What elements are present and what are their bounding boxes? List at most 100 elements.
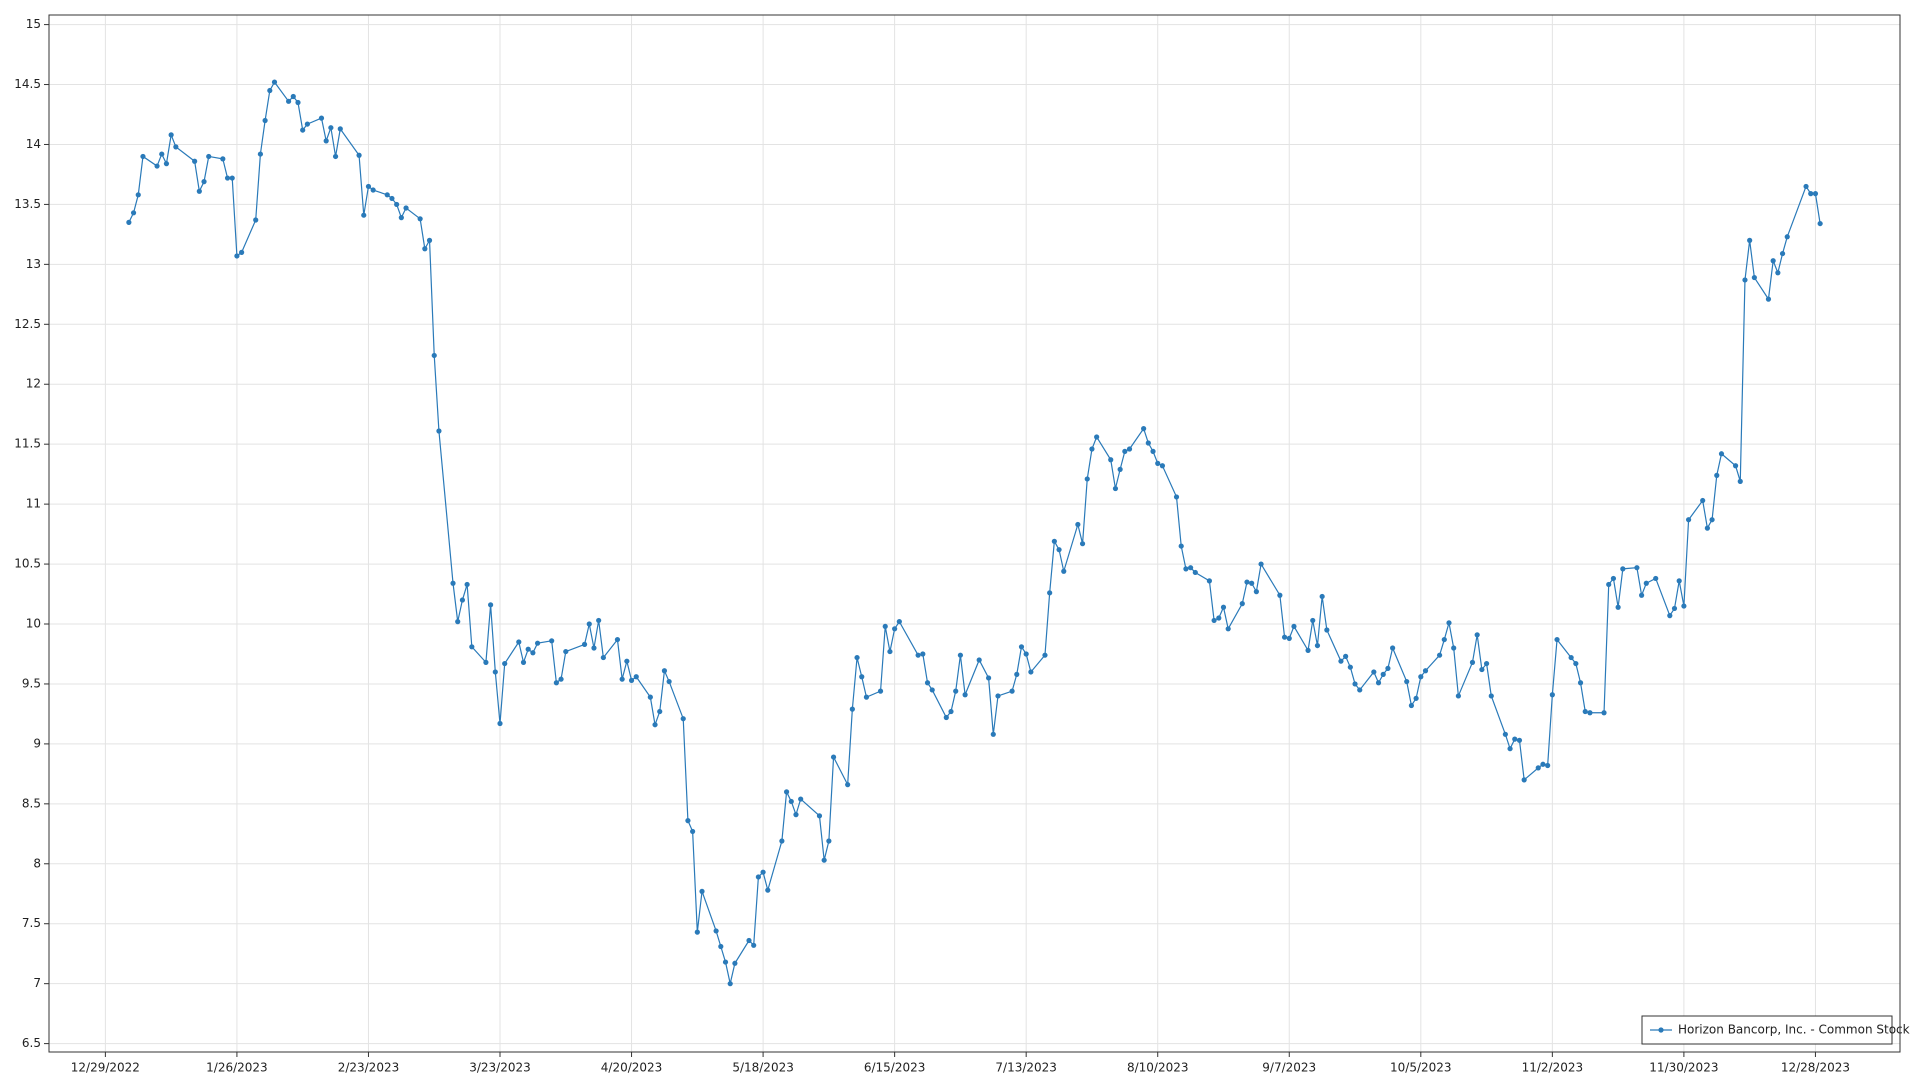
point [173, 144, 179, 150]
point [337, 126, 343, 132]
point [920, 651, 926, 657]
point [1390, 645, 1396, 651]
point [1441, 636, 1447, 643]
x-tick-label: 8/10/2023 [1127, 1061, 1189, 1075]
point [1685, 517, 1692, 523]
point [929, 687, 935, 693]
point [1610, 575, 1617, 582]
point [1225, 626, 1231, 632]
point [1009, 688, 1015, 694]
point [816, 813, 823, 819]
x-tick-label: 5/18/2023 [732, 1061, 794, 1075]
point [502, 660, 508, 667]
point [384, 192, 390, 198]
point [1408, 702, 1415, 709]
point [365, 183, 372, 190]
point [1371, 669, 1377, 675]
point [1700, 497, 1706, 504]
point [1418, 674, 1424, 680]
point [1803, 183, 1809, 190]
point [1061, 568, 1067, 574]
point [1817, 220, 1823, 227]
point [1211, 617, 1217, 624]
legend-marker [1658, 1027, 1664, 1033]
point [1244, 579, 1250, 585]
y-tick-label: 6.5 [22, 1036, 41, 1050]
point [1047, 590, 1053, 596]
point [1545, 762, 1551, 769]
point [694, 929, 700, 935]
point [1014, 671, 1020, 677]
point [1380, 671, 1386, 677]
point [1206, 578, 1212, 584]
line [128, 81, 1821, 984]
point [924, 680, 931, 686]
point [1587, 710, 1593, 716]
point [600, 654, 606, 661]
point [1455, 693, 1461, 699]
point [450, 580, 456, 586]
x-tick-label: 3/23/2023 [469, 1061, 531, 1075]
point [206, 153, 212, 160]
point [760, 869, 766, 875]
point [492, 669, 498, 675]
point [1220, 604, 1227, 610]
point [370, 187, 376, 193]
point [1765, 296, 1772, 302]
point [1573, 660, 1579, 667]
point [1704, 525, 1710, 531]
point [1319, 593, 1325, 600]
point [497, 720, 503, 727]
point [1601, 710, 1607, 716]
point [1079, 541, 1086, 547]
point [596, 617, 602, 624]
point [830, 754, 837, 760]
y-tick-label: 9.5 [22, 676, 41, 690]
point [685, 818, 691, 824]
point [403, 205, 409, 211]
point [751, 942, 757, 948]
point [135, 192, 141, 198]
point [304, 121, 310, 127]
point [1422, 668, 1429, 674]
y-tick-label: 8.5 [22, 796, 41, 810]
point [1159, 463, 1166, 469]
point [1112, 485, 1119, 492]
point [1507, 746, 1513, 752]
point [234, 253, 240, 259]
x-tick-label: 10/5/2023 [1390, 1061, 1452, 1075]
point [192, 158, 198, 164]
y-tick-label: 11.5 [14, 437, 41, 451]
point [488, 602, 494, 608]
point [1812, 191, 1819, 197]
point [530, 650, 536, 656]
point [722, 959, 729, 965]
point [267, 87, 273, 94]
point [985, 675, 992, 681]
point [581, 641, 588, 647]
point [1075, 521, 1081, 528]
point [1615, 604, 1621, 610]
point [563, 648, 569, 655]
y-tick-label: 13 [26, 257, 41, 271]
point [239, 249, 245, 255]
point [417, 216, 423, 222]
point [854, 654, 860, 661]
point [516, 639, 522, 645]
point [431, 352, 437, 359]
point [765, 887, 771, 893]
point [713, 928, 719, 934]
point [849, 706, 855, 712]
point [1314, 642, 1321, 649]
point [196, 188, 202, 194]
x-tick-label: 9/7/2023 [1262, 1061, 1316, 1075]
point [1451, 645, 1457, 651]
point [469, 644, 475, 650]
point [224, 175, 231, 181]
point [1667, 613, 1673, 619]
point [220, 156, 226, 162]
point [1084, 476, 1090, 482]
point [1089, 446, 1095, 452]
